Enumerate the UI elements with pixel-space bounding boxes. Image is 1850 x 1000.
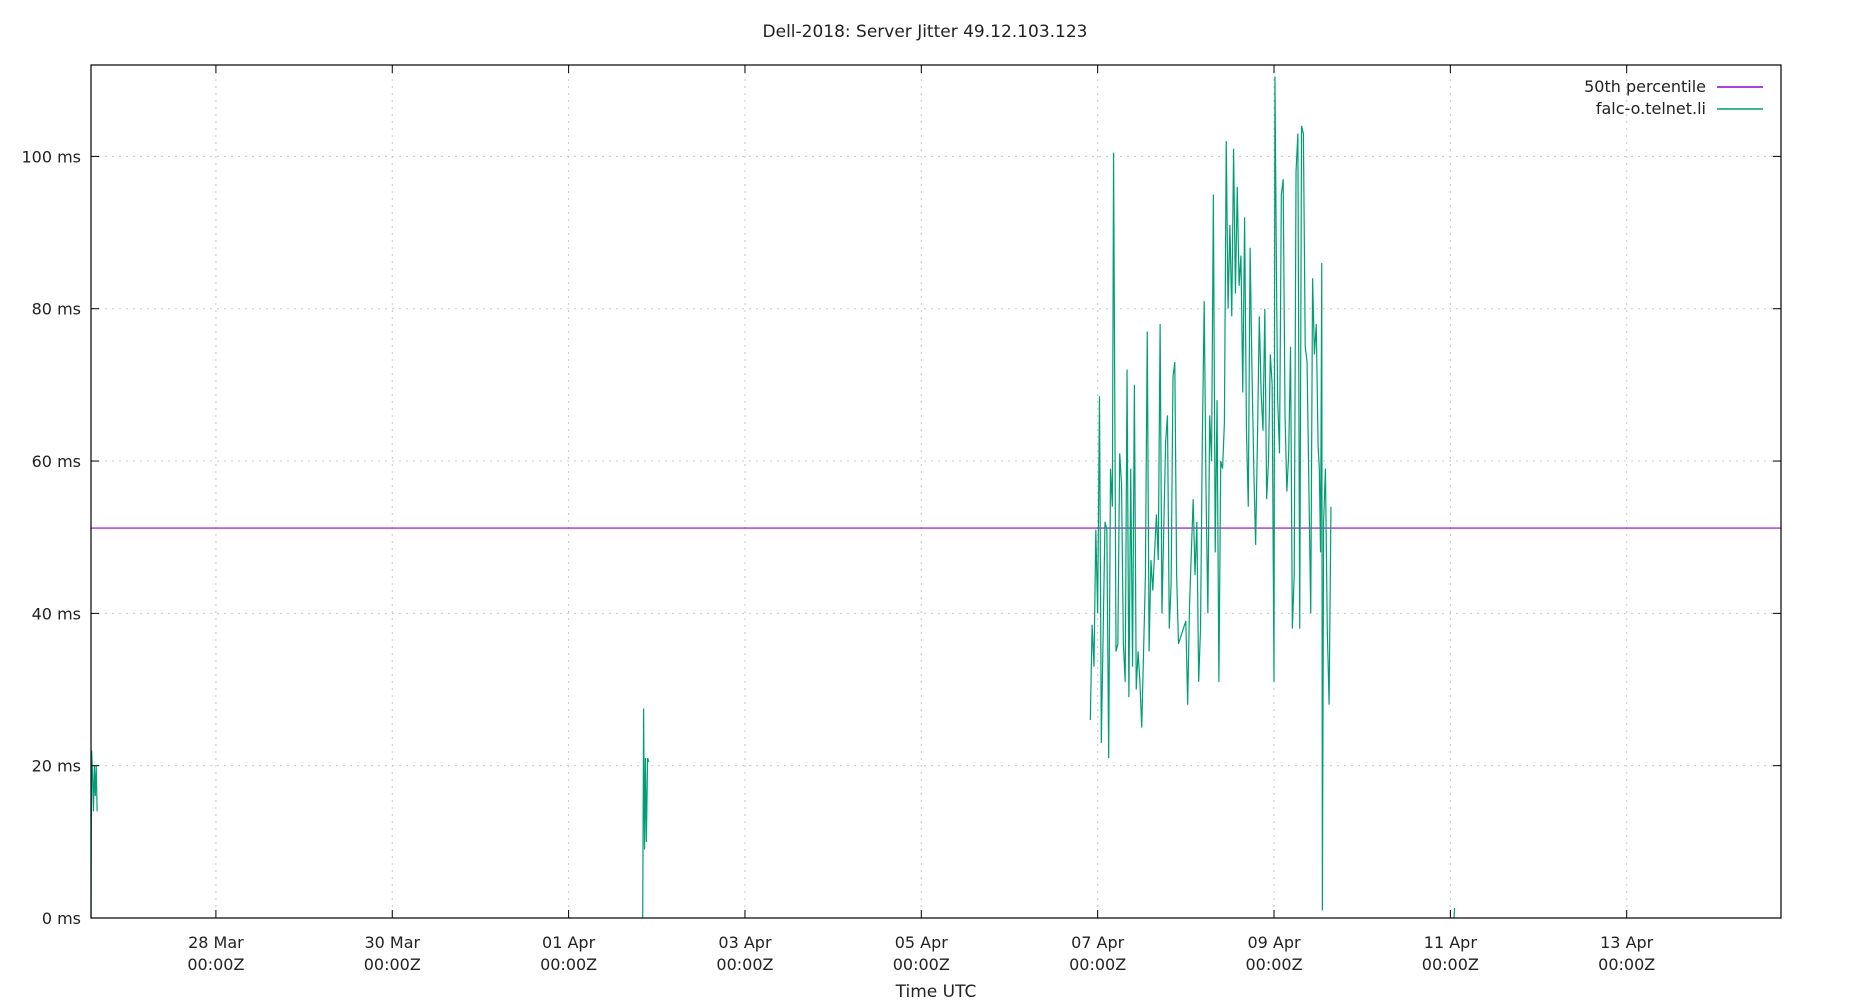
x-tick-label-time: 00:00Z [716, 955, 773, 974]
y-tick-label: 40 ms [32, 604, 81, 623]
x-tick-label-date: 30 Mar [364, 933, 420, 952]
legend: 50th percentile falc-o.telnet.li [1584, 77, 1763, 118]
x-tick-label-time: 00:00Z [1245, 955, 1302, 974]
x-tick-label-date: 03 Apr [718, 933, 772, 952]
chart-title: Dell-2018: Server Jitter 49.12.103.123 [763, 22, 1088, 42]
x-tick-label-time: 00:00Z [364, 955, 421, 974]
series-jitter-line [90, 750, 98, 919]
x-tick-label-date: 05 Apr [895, 933, 949, 952]
tick-layer: 0 ms 20 ms 40 ms 60 ms 80 ms 100 ms 28 Mar 00:0… [21, 65, 1781, 974]
x-tick-label-date: 09 Apr [1247, 933, 1301, 952]
series-jitter-line [1453, 908, 1456, 919]
x-tick-label-time: 00:00Z [1069, 955, 1126, 974]
series-jitter-line [642, 708, 650, 919]
y-tick-label: 0 ms [42, 909, 81, 928]
x-tick-label-time: 00:00Z [893, 955, 950, 974]
y-tick-label: 80 ms [32, 300, 81, 319]
x-tick-label-date: 07 Apr [1071, 933, 1125, 952]
y-tick-label: 20 ms [32, 757, 81, 776]
x-tick-label-time: 00:00Z [1598, 955, 1655, 974]
plot-frame [90, 64, 1782, 919]
y-tick-label: 100 ms [21, 147, 81, 166]
x-tick-label-time: 00:00Z [1422, 955, 1479, 974]
x-tick-label-date: 13 Apr [1600, 933, 1654, 952]
x-axis-label: Time UTC [895, 982, 977, 1000]
y-tick-label: 60 ms [32, 452, 81, 471]
legend-label: 50th percentile [1584, 77, 1706, 96]
x-tick-label-time: 00:00Z [187, 955, 244, 974]
x-tick-label-time: 00:00Z [540, 955, 597, 974]
x-tick-label-date: 11 Apr [1424, 933, 1478, 952]
series-jitter-line [1089, 76, 1332, 911]
data-layer [90, 76, 1781, 919]
x-tick-label-date: 28 Mar [188, 933, 244, 952]
grid-layer [91, 65, 1781, 918]
x-tick-label-date: 01 Apr [542, 933, 596, 952]
legend-label: falc-o.telnet.li [1596, 99, 1706, 118]
